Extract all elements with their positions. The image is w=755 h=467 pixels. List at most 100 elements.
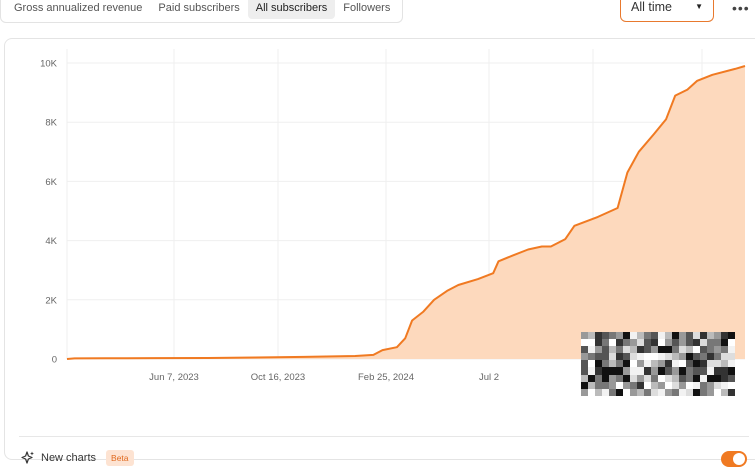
redacted-pixel [707,346,714,354]
redacted-pixel [665,360,672,368]
redacted-pixel [602,332,609,340]
redacted-pixel [658,374,665,382]
redacted-pixel [595,388,602,396]
redacted-pixel [623,339,630,347]
redacted-pixel [616,388,623,396]
redacted-pixel [672,388,679,396]
redacted-pixel [644,339,651,347]
redacted-pixel [665,381,672,389]
redacted-pixel [623,353,630,361]
sparkle-icon [21,451,34,464]
redacted-pixel [581,332,588,340]
metric-tabs: Gross annualized revenue Paid subscribers… [0,0,404,23]
redacted-pixel [665,346,672,354]
redacted-pixel [651,339,658,347]
redacted-pixel [644,353,651,361]
redacted-pixel [609,346,616,354]
redacted-pixel [728,346,735,354]
redacted-pixel [693,353,700,361]
redacted-pixel [707,353,714,361]
redacted-pixel [658,339,665,347]
redacted-pixel [686,367,693,375]
redacted-pixel [665,388,672,396]
redacted-pixel [693,367,700,375]
redacted-pixel [679,353,686,361]
redacted-pixel [602,353,609,361]
redacted-pixel [693,388,700,396]
redacted-pixel [588,381,595,389]
tab-gross-annualized-revenue[interactable]: Gross annualized revenue [14,2,143,14]
redacted-pixel [714,332,721,340]
redacted-pixel [658,332,665,340]
series-area [67,66,745,359]
redacted-pixel [714,367,721,375]
redacted-pixel [693,346,700,354]
redacted-pixel [581,381,588,389]
redacted-pixel [595,360,602,368]
redacted-pixel [651,374,658,382]
redacted-pixel [637,332,644,340]
redacted-pixel [658,353,665,361]
redacted-pixel [616,332,623,340]
y-tick-label: 0 [52,355,57,366]
redacted-pixel [637,353,644,361]
redacted-pixel [672,381,679,389]
redacted-pixel [609,360,616,368]
redacted-pixel [672,353,679,361]
redacted-pixel [700,339,707,347]
redacted-pixel [651,381,658,389]
redacted-pixel [602,388,609,396]
redacted-pixel [686,353,693,361]
redacted-pixel [609,388,616,396]
redacted-pixel [686,346,693,354]
redacted-pixel [616,353,623,361]
redacted-pixel [644,388,651,396]
redacted-pixel [616,346,623,354]
redacted-pixel [721,339,728,347]
redacted-pixel [700,388,707,396]
redacted-pixel [630,381,637,389]
redacted-pixel [693,374,700,382]
redacted-pixel [581,374,588,382]
new-charts-row: New charts Beta [21,450,134,466]
redacted-pixel [623,367,630,375]
redacted-pixel [616,339,623,347]
redacted-pixel [665,353,672,361]
redacted-pixel [616,381,623,389]
redacted-pixel [658,360,665,368]
redacted-pixel [714,381,721,389]
redacted-pixel [707,332,714,340]
redacted-pixel [721,388,728,396]
redacted-pixel [721,353,728,361]
redacted-pixel [700,381,707,389]
redacted-pixel [630,360,637,368]
redacted-pixel [644,332,651,340]
redacted-pixel [672,367,679,375]
redacted-pixel [672,339,679,347]
redacted-pixel [609,367,616,375]
redacted-pixel [721,367,728,375]
new-charts-toggle[interactable] [721,451,747,467]
redacted-pixel [588,353,595,361]
redacted-pixel [588,360,595,368]
redacted-pixel [686,381,693,389]
redacted-pixel [637,381,644,389]
redacted-pixel [700,367,707,375]
redacted-pixel [595,332,602,340]
redacted-pixel [693,360,700,368]
redacted-pixel [637,374,644,382]
redacted-pixel [679,388,686,396]
redacted-pixel [700,374,707,382]
redacted-pixel [609,353,616,361]
tab-followers[interactable]: Followers [343,2,391,14]
redacted-pixel [623,374,630,382]
tab-paid-subscribers[interactable]: Paid subscribers [158,2,240,14]
redacted-pixel [651,388,658,396]
redacted-pixel [679,367,686,375]
redacted-pixel [644,346,651,354]
redacted-pixel [707,381,714,389]
tab-all-subscribers[interactable]: All subscribers [247,0,336,19]
more-options-icon[interactable]: ••• [732,0,750,16]
time-range-select[interactable]: All time ▼ [620,0,714,22]
redacted-pixel [686,374,693,382]
